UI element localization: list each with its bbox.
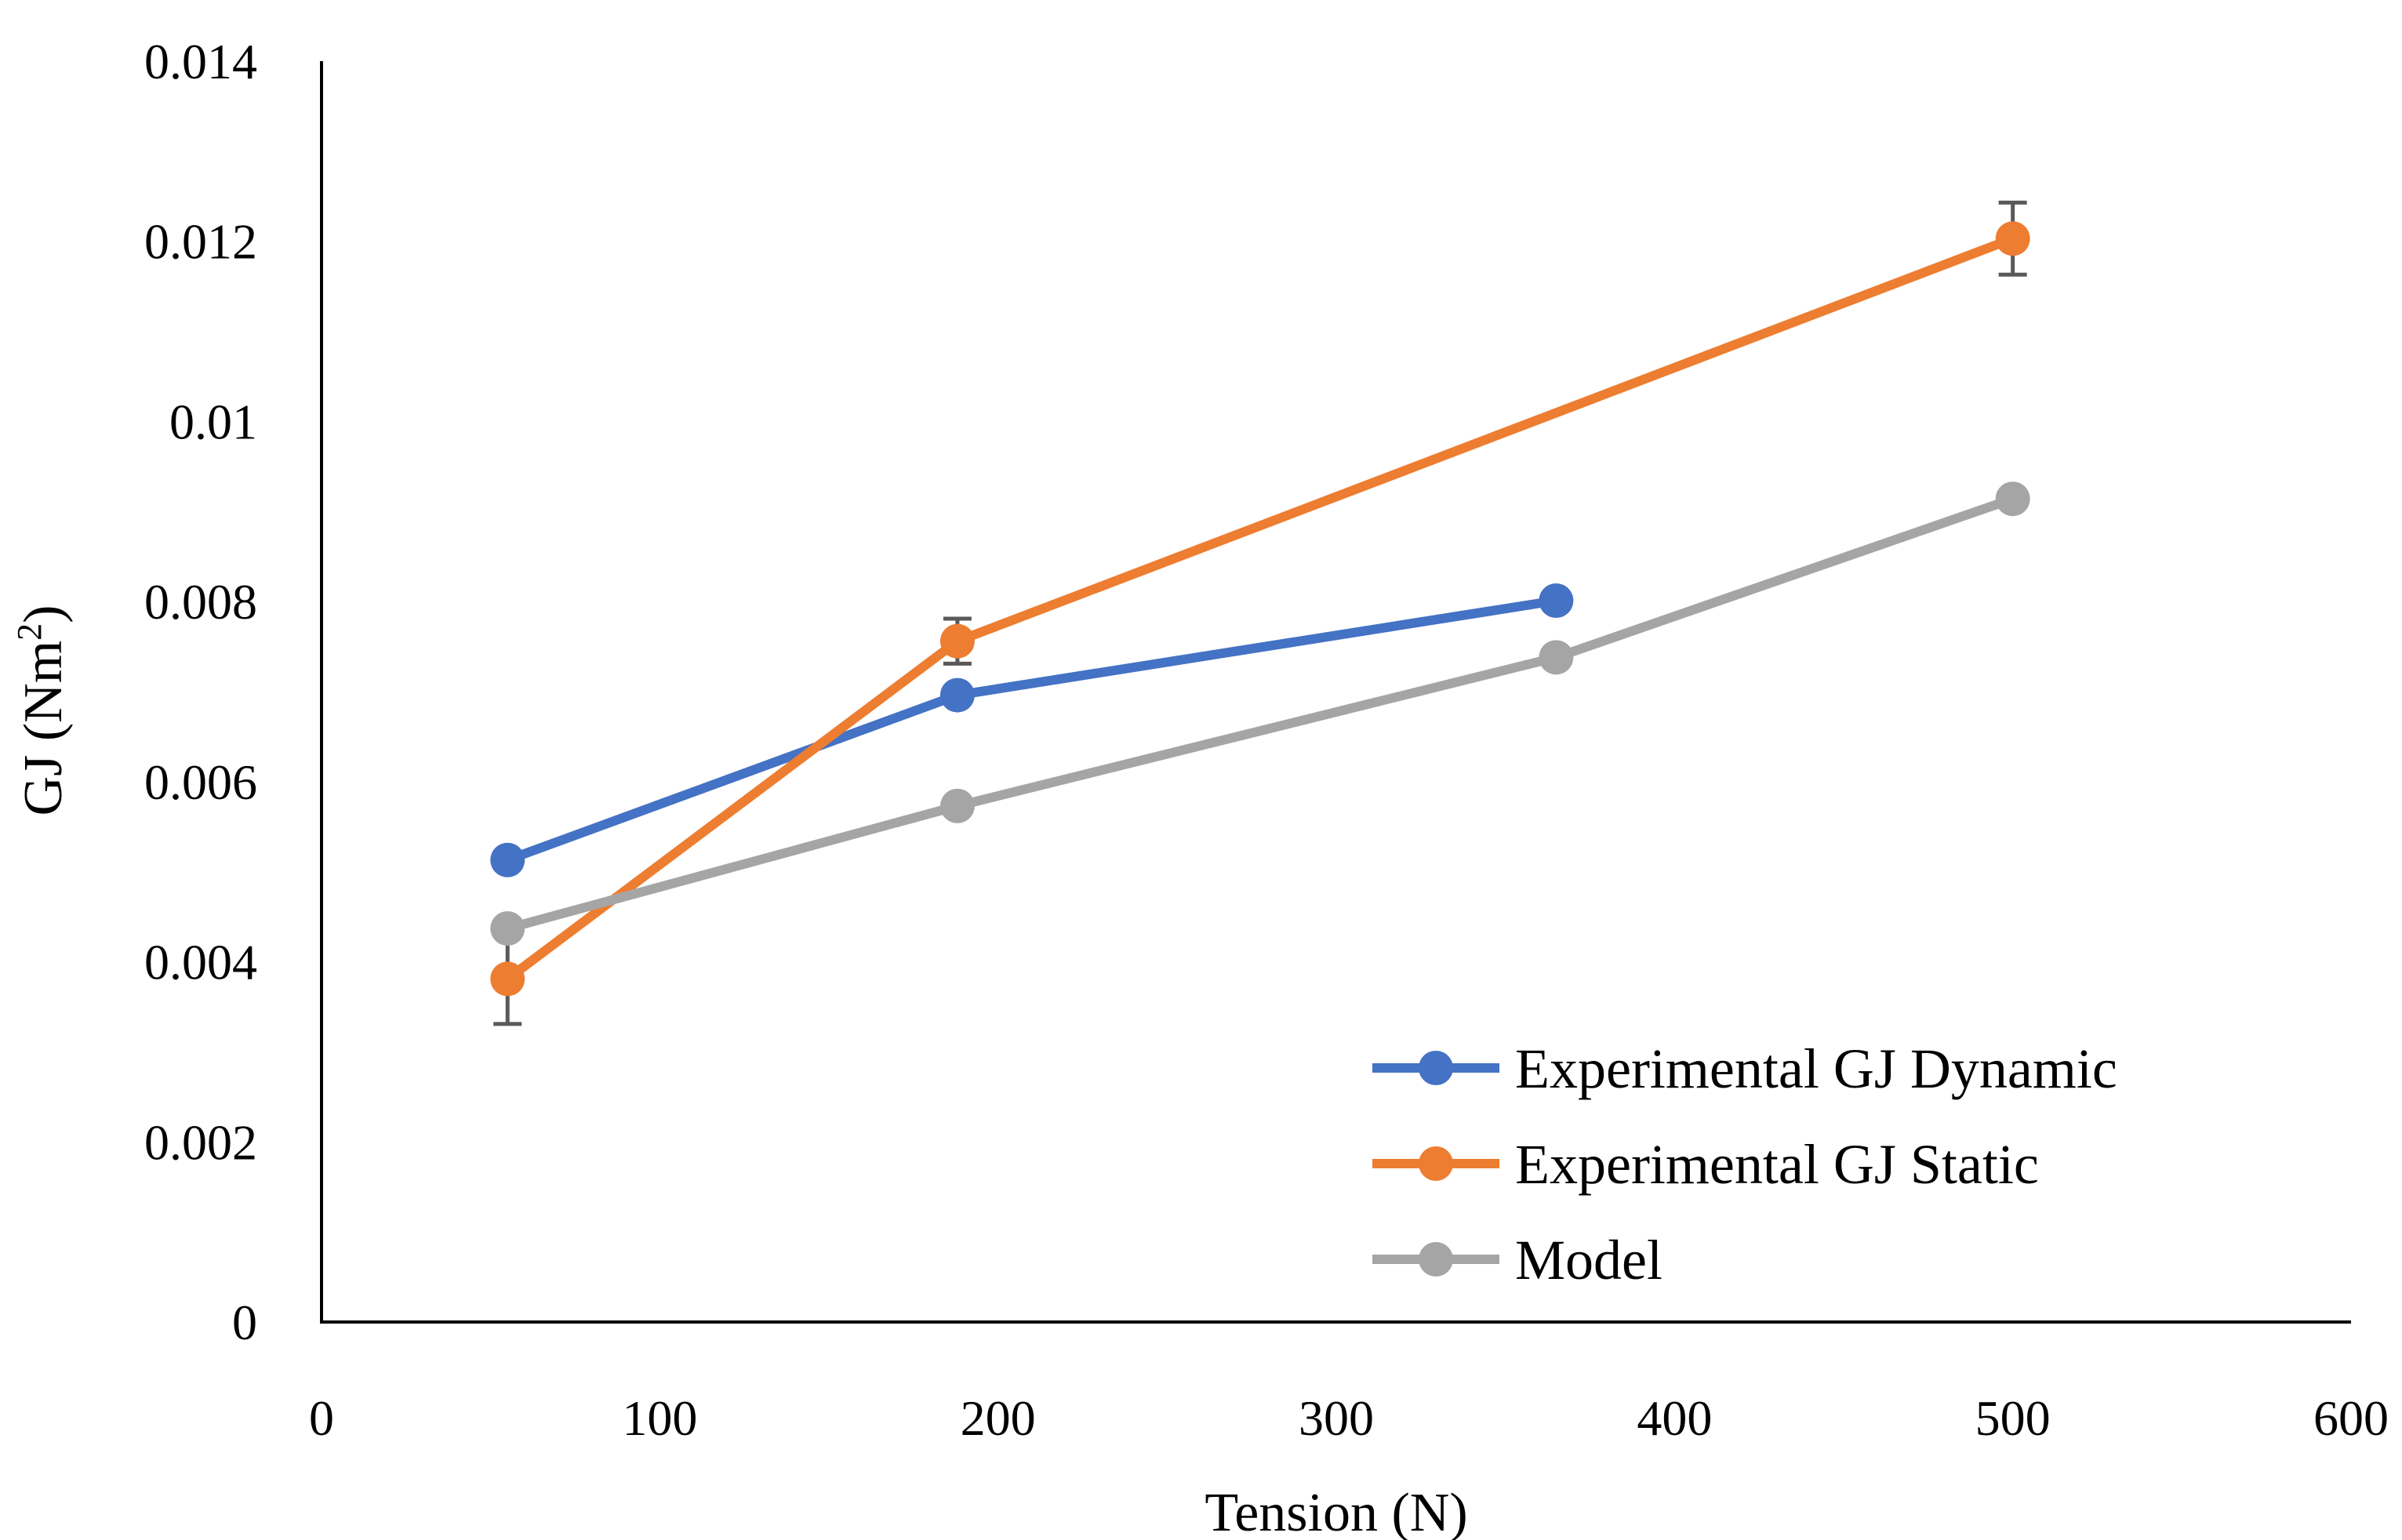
x-tick-label: 200 xyxy=(961,1390,1036,1446)
legend-label-dynamic: Experimental GJ Dynamic xyxy=(1515,1037,2117,1100)
y-axis-ticks: 0 0.002 0.004 0.006 0.008 0.01 0.012 0.014 xyxy=(144,34,257,1350)
x-axis-title: Tension (N) xyxy=(1205,1483,1467,1540)
series-line xyxy=(503,596,1561,865)
y-tick-label: 0.012 xyxy=(144,214,257,270)
data-point xyxy=(939,623,975,659)
data-point xyxy=(1995,221,2030,256)
legend-item-static: Experimental GJ Static xyxy=(1372,1133,2039,1196)
y-tick-label: 0.01 xyxy=(169,394,257,449)
y-tick-label: 0.006 xyxy=(144,754,257,810)
y-tick-label: 0.004 xyxy=(144,935,257,990)
y-tick-label: 0 xyxy=(232,1295,257,1350)
legend-label-model: Model xyxy=(1515,1229,1663,1291)
data-point xyxy=(1539,583,1574,618)
data-point xyxy=(490,911,525,946)
y-tick-label: 0.002 xyxy=(144,1114,257,1170)
data-point xyxy=(939,788,975,823)
x-tick-label: 300 xyxy=(1299,1390,1374,1446)
legend-marker-dynamic xyxy=(1419,1051,1453,1085)
x-tick-label: 100 xyxy=(622,1390,697,1446)
data-point xyxy=(1995,481,2030,517)
y-axis-title-close: ) xyxy=(13,605,74,623)
series-1 xyxy=(490,200,2030,1026)
x-axis-ticks: 0 100 200 300 400 500 600 xyxy=(309,1390,2389,1446)
x-tick-label: 500 xyxy=(1975,1390,2051,1446)
y-tick-label: 0.014 xyxy=(144,34,257,89)
data-point xyxy=(490,961,525,997)
y-axis-title-superscript: 2 xyxy=(10,623,49,641)
y-tick-label: 0.008 xyxy=(144,574,257,630)
data-point xyxy=(1539,640,1574,675)
legend-marker-model xyxy=(1419,1242,1453,1277)
legend: Experimental GJ Dynamic Experimental GJ … xyxy=(1372,1037,2117,1291)
data-point xyxy=(939,677,975,713)
y-axis-title: GJ (Nm2) xyxy=(10,605,74,816)
legend-item-model: Model xyxy=(1372,1229,1663,1291)
legend-marker-static xyxy=(1419,1146,1453,1181)
series-layer xyxy=(490,200,2030,1026)
series-0 xyxy=(490,583,1574,877)
legend-item-dynamic: Experimental GJ Dynamic xyxy=(1372,1037,2117,1100)
data-point xyxy=(490,842,525,877)
x-tick-label: 400 xyxy=(1637,1390,1712,1446)
series-line xyxy=(503,494,2018,934)
x-tick-label: 0 xyxy=(309,1390,334,1446)
legend-label-static: Experimental GJ Static xyxy=(1515,1133,2039,1196)
y-axis-title-main: GJ (Nm xyxy=(13,641,74,816)
series-2 xyxy=(490,481,2030,946)
x-tick-label: 600 xyxy=(2313,1390,2389,1446)
